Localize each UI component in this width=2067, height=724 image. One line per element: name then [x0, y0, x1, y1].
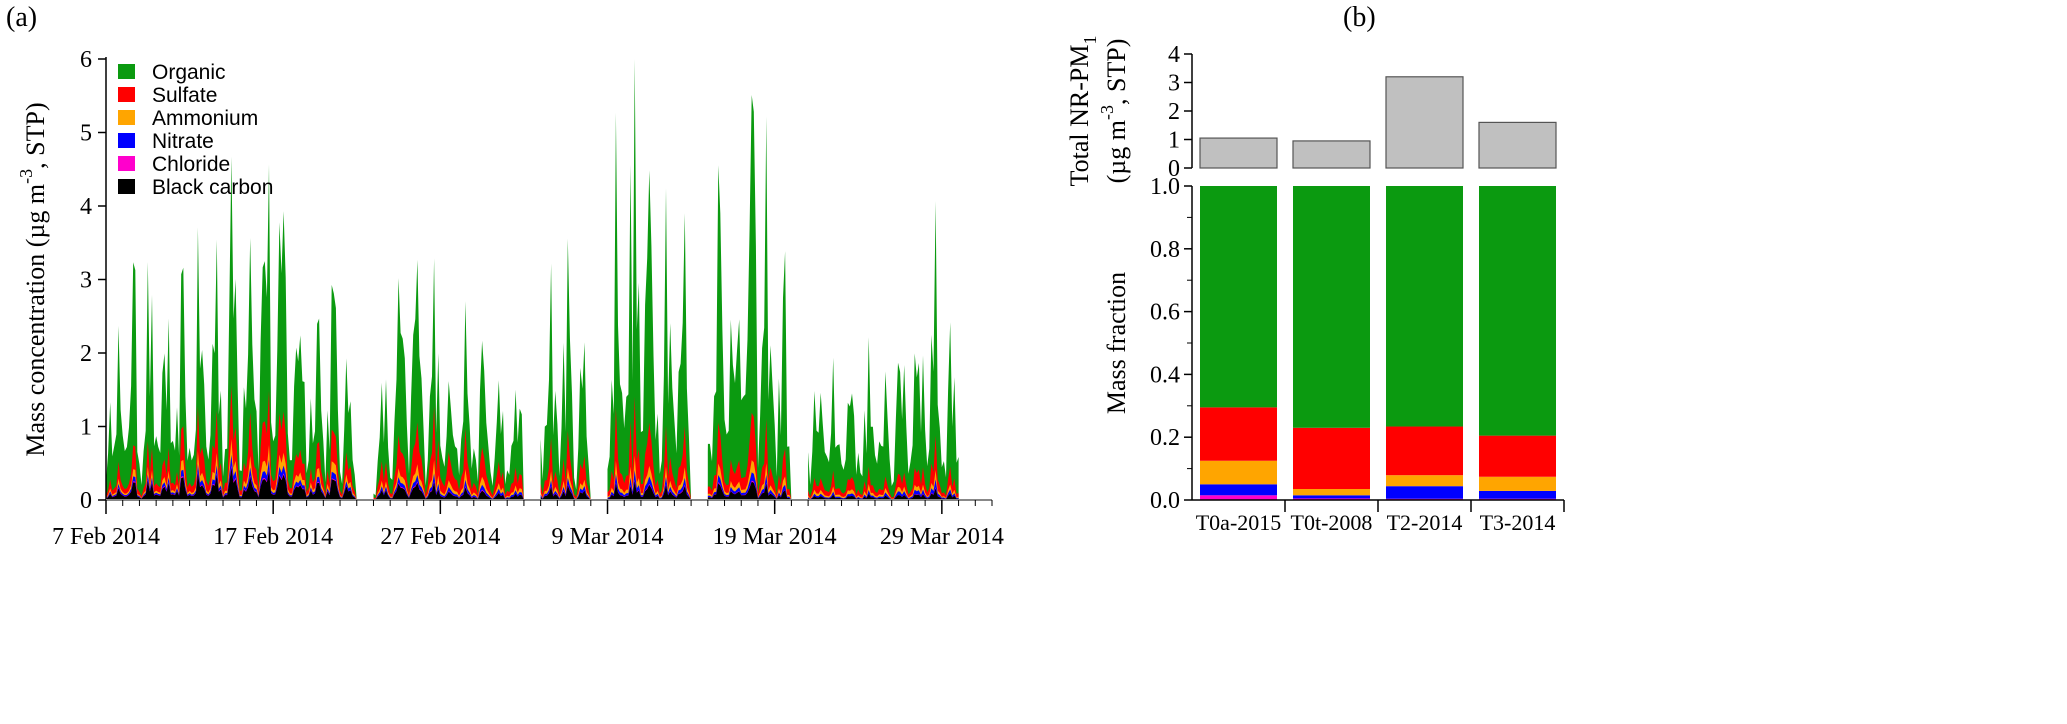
- panel-b-bottom-axes: 0.0 0.2 0.4 0.6 0.8 1.0 T0a-2015 T0t-2008 T2-201…: [1150, 174, 1565, 535]
- legend-label-ammonium: Ammonium: [152, 107, 258, 130]
- fraction-segment-organic-T0a-2015: [1200, 186, 1277, 408]
- fraction-segment-sulfate-T2-2014: [1386, 426, 1463, 476]
- y-tick-label-b-bottom: 0.8: [1150, 237, 1180, 263]
- data-gap-1: [523, 59, 541, 500]
- y-tick-label-a: 6: [80, 47, 92, 73]
- x-tick-label-b-bottom: T0t-2008: [1291, 510, 1373, 535]
- y-axis-label-b-top-line2-main: (µg m: [1102, 120, 1131, 183]
- fraction-segment-chloride-T0t-2008: [1293, 498, 1370, 500]
- legend-label-black-carbon: Black carbon: [152, 176, 273, 199]
- y-axis-label-b-top-main: Total NR-PM: [1065, 45, 1094, 187]
- y-tick-label-a: 2: [80, 341, 92, 367]
- fraction-segment-sulfate-T0t-2008: [1293, 427, 1370, 490]
- y-tick-label-a: 1: [80, 415, 92, 441]
- fraction-segment-organic-T3-2014: [1479, 186, 1556, 436]
- legend-swatch-ammonium: [118, 110, 135, 125]
- y-tick-label-b-top: 1: [1168, 128, 1180, 154]
- legend: OrganicSulfateAmmoniumNitrateChlorideBla…: [118, 61, 273, 199]
- y-tick-label-b-top: 0: [1168, 156, 1180, 182]
- fraction-segment-nitrate-T2-2014: [1386, 486, 1463, 499]
- y-tick-label-b-bottom: 0.4: [1150, 362, 1180, 388]
- fraction-segment-nitrate-T0t-2008: [1293, 495, 1370, 499]
- y-tick-label-b-bottom: 0.2: [1150, 425, 1180, 451]
- fraction-segment-chloride-T0a-2015: [1200, 495, 1277, 500]
- fraction-segment-organic-T0t-2008: [1293, 186, 1370, 428]
- y-axis-label-b-bottom: Mass fraction: [1102, 272, 1131, 414]
- panel-b-fraction-bars: 0.0 0.2 0.4 0.6 0.8 1.0 T0a-2015 T0t-2008 T2-201…: [1102, 174, 1565, 535]
- area-organic: [106, 59, 959, 500]
- panel-label-b: (b): [1343, 2, 1376, 33]
- total-bar-T2-2014: [1385, 76, 1464, 169]
- total-bar-T3-2014: [1478, 121, 1557, 169]
- fraction-segment-ammonium-T2-2014: [1386, 475, 1463, 487]
- y-tick-label-b-top: 2: [1168, 99, 1180, 125]
- stacked-area-layers: [106, 59, 959, 500]
- y-tick-label-b-bottom: 1.0: [1150, 174, 1180, 200]
- fraction-segment-nitrate-T0a-2015: [1200, 484, 1277, 496]
- panel-a-axes: 0 1 2 3 4 5 6 7 Feb 2014 17 Feb 2014 27 Feb 2014 9…: [52, 47, 1004, 550]
- legend-swatch-nitrate: [118, 133, 135, 148]
- fraction-segment-ammonium-T0a-2015: [1200, 460, 1277, 485]
- y-tick-label-a: 0: [80, 488, 92, 514]
- y-tick-label-b-bottom: 0.6: [1150, 300, 1180, 326]
- x-tick-label-a: 7 Feb 2014: [52, 524, 160, 550]
- panel-label-a: (a): [6, 2, 37, 33]
- fraction-segment-nitrate-T3-2014: [1479, 490, 1556, 499]
- fraction-segment-ammonium-T3-2014: [1479, 476, 1556, 491]
- y-tick-label-a: 4: [80, 194, 92, 220]
- x-tick-label-a: 29 Mar 2014: [880, 524, 1004, 550]
- data-gaps: [356, 59, 809, 500]
- y-tick-label-b-bottom: 0.0: [1150, 488, 1180, 514]
- x-tick-label-a: 9 Mar 2014: [552, 524, 664, 550]
- data-gap-2: [590, 59, 608, 500]
- legend-swatch-black-carbon: [118, 179, 135, 194]
- y-tick-label-a: 5: [80, 121, 92, 147]
- y-axis-label-b-top-line1: Total NR-PM1: [1065, 36, 1100, 187]
- legend-swatch-chloride: [118, 156, 135, 171]
- y-axis-label-b-top-sup: -3: [1097, 105, 1117, 120]
- x-tick-label-a: 19 Mar 2014: [713, 524, 837, 550]
- y-axis-label-b-top-line2: (µg m-3, STP): [1097, 39, 1131, 184]
- y-axis-label-a: Mass concentration (µg m-3, STP): [16, 102, 50, 456]
- total-bars: [1199, 76, 1557, 169]
- fraction-bars: [1200, 186, 1556, 500]
- panel-b-top-axes: 01 23 4: [1168, 42, 1193, 182]
- x-tick-label-a: 27 Feb 2014: [380, 524, 500, 550]
- area-black-carbon: [106, 467, 959, 500]
- y-axis-label-b-top-sub: 1: [1080, 36, 1100, 45]
- total-bar-T0t-2008: [1292, 140, 1371, 169]
- legend-swatch-organic: [118, 64, 135, 79]
- fraction-segment-sulfate-T0a-2015: [1200, 407, 1277, 461]
- x-tick-label-b-bottom: T2-2014: [1387, 510, 1463, 535]
- x-tick-label-a: 17 Feb 2014: [213, 524, 333, 550]
- x-tick-label-b-bottom: T3-2014: [1480, 510, 1556, 535]
- y-axis-label-a-sup: -3: [16, 169, 36, 184]
- data-gap-0: [356, 59, 374, 500]
- legend-swatch-sulfate: [118, 87, 135, 102]
- y-axis-label-a-tail: , STP): [21, 102, 50, 168]
- y-axis-label-a-main: Mass concentration (µg m: [21, 184, 50, 457]
- fraction-segment-sulfate-T3-2014: [1479, 435, 1556, 477]
- data-gap-4: [791, 59, 809, 500]
- panel-a-timeseries: 0 1 2 3 4 5 6 7 Feb 2014 17 Feb 2014 27 Feb 2014 9…: [16, 47, 1004, 550]
- legend-label-sulfate: Sulfate: [152, 84, 217, 107]
- y-axis-label-b-top-tail: , STP): [1102, 39, 1131, 105]
- x-tick-label-b-bottom: T0a-2015: [1196, 510, 1282, 535]
- legend-label-nitrate: Nitrate: [152, 130, 214, 153]
- y-tick-label-b-top: 4: [1168, 42, 1180, 68]
- legend-label-organic: Organic: [152, 61, 226, 84]
- fraction-segment-organic-T2-2014: [1386, 186, 1463, 427]
- y-tick-label-a: 3: [80, 268, 92, 294]
- fraction-segment-ammonium-T0t-2008: [1293, 489, 1370, 496]
- y-tick-label-b-top: 3: [1168, 71, 1180, 97]
- legend-label-chloride: Chloride: [152, 153, 230, 176]
- data-gap-3: [691, 59, 708, 500]
- total-bar-T0a-2015: [1199, 137, 1278, 169]
